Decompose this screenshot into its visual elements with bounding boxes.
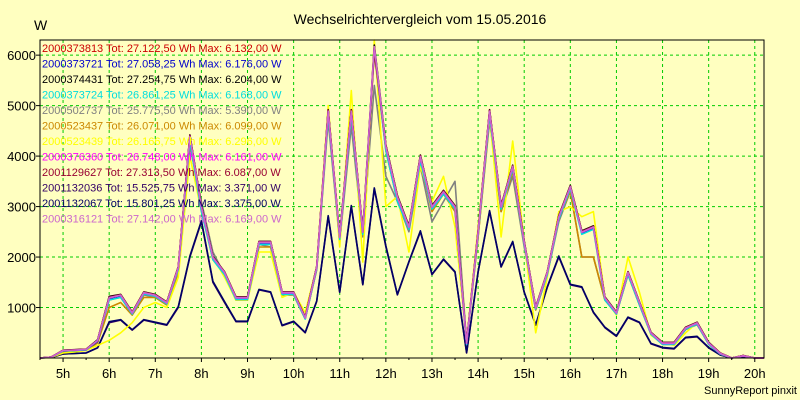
legend-entry-2001132036: 2001132036 Tot: 15.525,75 Wh Max: 3.371,…: [42, 183, 281, 195]
y-tick-label: 6000: [7, 48, 36, 63]
x-tick-label: 19h: [698, 366, 720, 381]
legend: 2000373813 Tot: 27.122,50 Wh Max: 6.132,…: [42, 43, 282, 226]
series-line-2000316121: [39, 45, 764, 359]
series-line-2001132067: [39, 187, 764, 359]
footer-credit: SunnyReport pinxit: [704, 385, 797, 397]
legend-entry-2000374431: 2000374431 Tot: 27.254,75 Wh Max: 6.204,…: [42, 74, 282, 86]
x-tick-label: 11h: [329, 366, 350, 381]
legend-entry-2000373813: 2000373813 Tot: 27.122,50 Wh Max: 6.132,…: [42, 43, 282, 55]
grid-layer: [40, 40, 764, 358]
y-tick-label: 4000: [7, 149, 36, 164]
legend-entry-2000523439: 2000523439 Tot: 26.166,75 Wh Max: 6.296,…: [42, 136, 282, 148]
x-tick-label: 6h: [102, 366, 116, 381]
legend-entry-2000523437: 2000523437 Tot: 26.071,00 Wh Max: 6.099,…: [42, 121, 282, 133]
axis-layer: 1000 2000 3000 4000 5000 6000 5h 6h 7h 8h 9h 10h 11h…: [7, 39, 766, 381]
x-tick-label: 9h: [240, 366, 254, 381]
x-tick-label: 5h: [56, 366, 70, 381]
legend-entry-2000373721: 2000373721 Tot: 27.058,25 Wh Max: 6.176,…: [42, 59, 282, 71]
y-tick-label: 2000: [7, 250, 36, 265]
legend-entry-2001129627: 2001129627 Tot: 27.313,50 Wh Max: 6.087,…: [42, 167, 281, 179]
plot-frame: [39, 39, 765, 359]
legend-entry-2001132067: 2001132067 Tot: 15.801,25 Wh Max: 3.375,…: [42, 198, 281, 210]
x-tick-label: 13h: [421, 366, 443, 381]
legend-entry-2000373724: 2000373724 Tot: 26.861,25 Wh Max: 6.168,…: [42, 90, 282, 102]
x-tick-label: 10h: [283, 366, 305, 381]
x-tick-label: 7h: [148, 366, 162, 381]
y-tick-label: 5000: [7, 99, 36, 114]
legend-entry-2000316121: 2000316121 Tot: 27.142,00 Wh Max: 6.169,…: [42, 214, 282, 226]
x-tick-label: 16h: [559, 366, 581, 381]
y-tick-label: 1000: [7, 301, 36, 316]
x-tick-label: 15h: [513, 366, 535, 381]
x-tick-label: 20h: [744, 366, 766, 381]
x-tick-label: 8h: [194, 366, 208, 381]
series-layer: [39, 39, 764, 359]
y-unit-label: W: [34, 17, 48, 33]
x-tick-label: 12h: [375, 366, 397, 381]
legend-entry-2000502737: 2000502737 Tot: 25.775,50 Wh Max: 5.390,…: [42, 105, 282, 117]
legend-entry-2000376360: 2000376360 Tot: 26.748,00 Wh Max: 6.161,…: [42, 152, 282, 164]
series-line-2000523439: [39, 39, 764, 359]
x-tick-label: 17h: [606, 366, 628, 381]
chart-title: Wechselrichtervergleich vom 15.05.2016: [294, 11, 547, 27]
x-tick-label: 14h: [467, 366, 489, 381]
x-tick-label: 18h: [652, 366, 674, 381]
y-tick-label: 3000: [7, 200, 36, 215]
